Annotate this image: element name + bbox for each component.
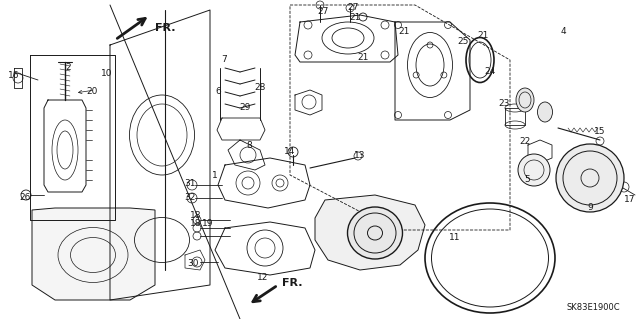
Text: 5: 5 [524,175,530,184]
Text: 31: 31 [184,179,196,188]
Text: 27: 27 [317,8,329,17]
Text: 14: 14 [284,147,296,157]
Text: 9: 9 [587,204,593,212]
Text: 19: 19 [202,219,214,227]
Text: 12: 12 [257,273,269,283]
Circle shape [596,154,606,164]
Circle shape [531,177,537,183]
Circle shape [521,167,527,173]
Text: 17: 17 [624,196,636,204]
Ellipse shape [518,154,550,186]
Text: SK83E1900C: SK83E1900C [566,303,620,312]
Text: 28: 28 [254,84,266,93]
Circle shape [574,154,584,164]
Text: FR.: FR. [155,23,175,33]
Circle shape [380,214,388,222]
Text: 7: 7 [221,56,227,64]
Polygon shape [32,208,155,300]
Ellipse shape [538,102,552,122]
Text: 16: 16 [8,70,20,79]
Ellipse shape [556,144,624,212]
Text: 32: 32 [184,192,196,202]
Text: 27: 27 [348,4,358,12]
Text: 2: 2 [65,63,71,71]
Text: 26: 26 [19,194,31,203]
Text: 15: 15 [595,128,605,137]
Text: 4: 4 [560,27,566,36]
Text: 25: 25 [458,38,468,47]
Circle shape [389,229,397,237]
Text: 20: 20 [86,87,98,97]
Circle shape [362,244,370,252]
Text: 6: 6 [215,87,221,97]
Text: 21: 21 [357,54,369,63]
Circle shape [380,244,388,252]
Circle shape [362,214,370,222]
Circle shape [353,229,361,237]
Text: 1: 1 [212,170,218,180]
Text: 11: 11 [449,234,461,242]
Polygon shape [315,195,425,270]
Text: 8: 8 [246,140,252,150]
Text: 23: 23 [499,99,509,108]
Ellipse shape [348,207,403,259]
Text: 13: 13 [355,151,365,160]
Circle shape [607,173,617,183]
Text: 18: 18 [190,211,202,219]
Text: 10: 10 [101,69,113,78]
Circle shape [574,192,584,202]
Text: 29: 29 [239,103,251,113]
Text: FR.: FR. [282,278,303,288]
Ellipse shape [516,88,534,112]
Text: 21: 21 [477,31,489,40]
Text: 22: 22 [520,137,531,145]
Circle shape [563,173,573,183]
Text: 18: 18 [190,219,202,228]
Text: 24: 24 [484,68,495,77]
Text: 21: 21 [349,12,361,21]
Circle shape [596,192,606,202]
Circle shape [531,157,537,163]
Text: 21: 21 [398,27,410,36]
Text: 30: 30 [188,258,199,268]
Circle shape [541,167,547,173]
